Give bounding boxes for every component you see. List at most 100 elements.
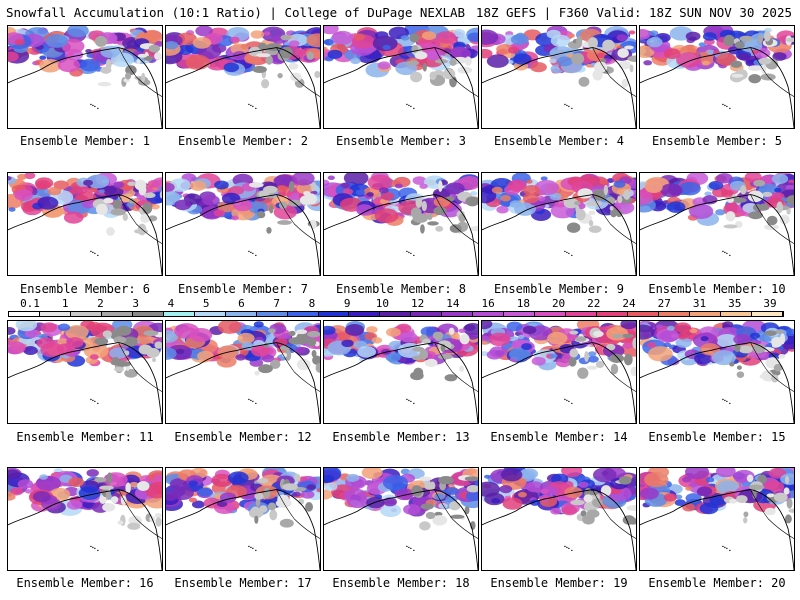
snowfall-area: [606, 326, 629, 341]
island-marker: [724, 399, 726, 402]
snowfall-area: [768, 468, 787, 479]
snowfall-area: [716, 468, 736, 478]
snowfall-area: [466, 332, 478, 340]
legend-tick-label: 18: [516, 297, 530, 310]
snowfall-area: [716, 480, 740, 495]
snowfall-area: [166, 347, 177, 360]
state-border: [118, 194, 162, 244]
island-marker: [568, 400, 570, 403]
light-snow-area: [415, 196, 423, 209]
island-marker: [252, 105, 254, 108]
light-snow-area: [438, 476, 454, 485]
snowfall-area: [202, 195, 220, 206]
light-snow-area: [580, 510, 587, 517]
snowfall-area: [445, 495, 458, 503]
snowfall-area: [394, 488, 414, 501]
light-snow-area: [409, 33, 420, 43]
island-marker: [568, 547, 570, 550]
coastline: [482, 194, 636, 275]
island-marker: [97, 107, 99, 110]
light-snow-area: [427, 212, 433, 221]
legend-tick-label: 10: [375, 297, 389, 310]
ensemble-panel: [481, 25, 637, 129]
snowfall-area: [702, 60, 710, 66]
ensemble-panel: [7, 25, 163, 129]
light-snow-area: [602, 39, 615, 51]
light-snow-area: [736, 495, 748, 504]
legend-tick-label: 9: [343, 297, 351, 310]
snowfall-area: [507, 46, 520, 54]
island-marker: [97, 402, 99, 405]
snowfall-area: [749, 332, 761, 339]
snowfall-area: [15, 321, 38, 332]
snowfall-area: [646, 37, 663, 48]
snowfall-area: [489, 346, 508, 358]
snowfall-area: [499, 485, 513, 494]
state-border: [118, 47, 162, 97]
snowfall-area: [195, 26, 213, 37]
snowfall-area: [484, 474, 491, 479]
light-snow-area: [434, 59, 448, 64]
light-snow-area: [605, 196, 616, 205]
light-snow-area: [420, 503, 434, 510]
light-snow-area: [464, 506, 470, 515]
panel-caption: Ensemble Member: 12: [174, 430, 312, 444]
ensemble-panel: [481, 172, 637, 276]
light-snow-area: [137, 481, 150, 492]
snowfall-area: [640, 45, 655, 58]
snowfall-area: [547, 331, 568, 345]
light-snow-area: [778, 353, 786, 359]
light-snow-area: [99, 494, 107, 504]
light-snow-area: [103, 197, 114, 204]
island-marker: [413, 254, 415, 257]
light-snow-area: [261, 78, 270, 89]
ensemble-panel: [639, 25, 795, 129]
light-snow-area: [279, 518, 294, 528]
legend-tick-label: 0.1: [20, 297, 40, 310]
island-marker: [410, 400, 412, 403]
light-snow-area: [752, 489, 757, 500]
island-marker: [94, 547, 96, 550]
legend-swatch: [256, 312, 288, 316]
snowfall-area: [40, 342, 65, 358]
legend-tick-label: 20: [551, 297, 566, 310]
light-snow-area: [412, 355, 423, 361]
snowfall-area: [366, 192, 374, 197]
light-snow-area: [617, 195, 623, 204]
snowfall-area: [419, 183, 428, 189]
light-snow-area: [288, 62, 299, 70]
legend-tick-label: 35: [728, 297, 742, 310]
light-snow-area: [464, 56, 472, 66]
light-snow-area: [624, 45, 634, 50]
light-snow-area: [254, 515, 259, 524]
light-snow-area: [265, 43, 282, 52]
snowfall-area: [57, 338, 68, 345]
snowfall-area: [643, 60, 653, 66]
snowfall-area: [403, 504, 421, 515]
light-snow-area: [459, 365, 465, 372]
island-marker: [571, 254, 573, 257]
snowfall-area: [327, 175, 335, 181]
snowfall-area: [540, 488, 549, 494]
light-snow-area: [290, 72, 302, 82]
snowfall-area: [227, 471, 249, 485]
light-snow-area: [628, 517, 636, 525]
light-snow-area: [419, 348, 429, 360]
snowfall-area: [306, 33, 320, 48]
snowfall-area: [361, 468, 383, 480]
legend-swatch: [194, 312, 226, 316]
snowfall-area: [642, 333, 650, 338]
panel-caption: Ensemble Member: 6: [19, 282, 151, 296]
snowfall-area: [666, 201, 686, 213]
light-snow-area: [763, 30, 771, 42]
light-snow-area: [761, 370, 773, 382]
light-snow-area: [569, 330, 579, 335]
island-marker: [97, 254, 99, 257]
island-marker: [724, 546, 726, 549]
state-border: [118, 342, 162, 392]
snowfall-area: [421, 31, 437, 41]
ensemble-panel: [165, 172, 321, 276]
island-marker: [408, 546, 410, 549]
light-snow-area: [445, 196, 455, 202]
light-snow-area: [296, 332, 309, 345]
